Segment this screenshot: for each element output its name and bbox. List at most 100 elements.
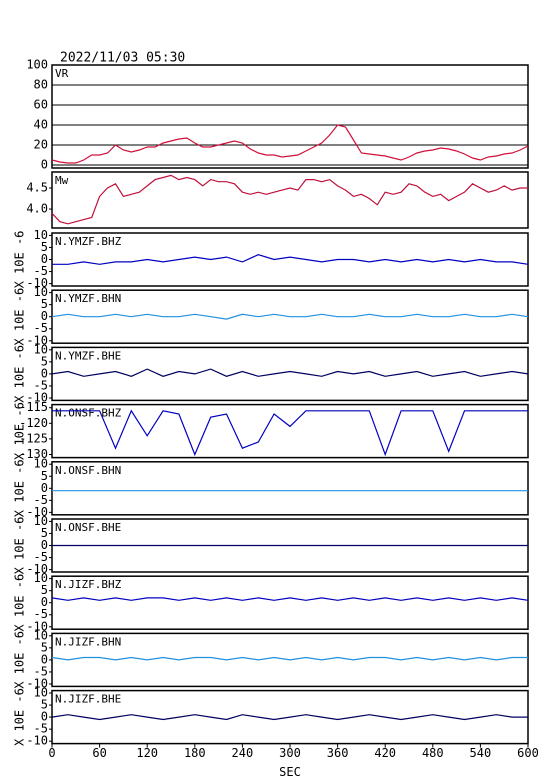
x-axis-label: SEC xyxy=(279,765,301,779)
x-tick-label: 300 xyxy=(279,746,301,760)
y-tick-label: 0 xyxy=(41,158,48,172)
y-tick-label: 10 xyxy=(34,628,48,642)
series-line xyxy=(52,409,528,457)
panel-frame xyxy=(51,64,529,169)
y-tick-label: 0 xyxy=(41,309,48,323)
y-tick-label: 100 xyxy=(26,58,48,72)
y-tick-label: -120 xyxy=(19,416,48,430)
y-tick-label: 0 xyxy=(41,595,48,609)
y-tick-label: -10 xyxy=(26,734,48,748)
y-tick-label: -5 xyxy=(34,722,48,736)
panel-label: N.JIZF.BHZ xyxy=(55,578,122,591)
chart-title: 2022/11/03 05:30 xyxy=(60,51,185,66)
y-tick-label: -10 xyxy=(26,562,48,576)
panel-label: N.JIZF.BHE xyxy=(55,693,121,706)
y-tick-label: -5 xyxy=(34,607,48,621)
y-tick-label: -5 xyxy=(34,664,48,678)
y-tick-label: 10 xyxy=(34,457,48,471)
panel-frame xyxy=(51,171,529,229)
series-line xyxy=(51,597,529,601)
y-tick-label: 10 xyxy=(34,342,48,356)
panel-frame xyxy=(51,461,529,516)
y-tick-label: 0 xyxy=(41,652,48,666)
panel-frame xyxy=(51,232,529,287)
y-axis-label: X 10E -6 xyxy=(13,459,27,517)
series-line xyxy=(51,656,528,661)
y-tick-label: 5 xyxy=(41,640,48,654)
series-line xyxy=(51,313,529,320)
y-axis-label: X 10E -6 xyxy=(13,288,27,346)
y-tick-label: 5 xyxy=(41,469,48,483)
x-tick-label: 360 xyxy=(327,746,349,760)
series-line xyxy=(51,124,529,164)
y-tick-label: -5 xyxy=(34,550,48,564)
panel-label: N.YMZF.BHZ xyxy=(55,235,122,248)
y-axis-label: X 10E -6 xyxy=(13,574,27,632)
y-tick-label: 4.0 xyxy=(26,202,48,216)
x-tick-label: 540 xyxy=(470,746,492,760)
y-tick-label: 80 xyxy=(34,78,48,92)
y-tick-label: -115 xyxy=(19,400,48,414)
y-axis-label: X 10E -6 xyxy=(13,688,27,746)
y-tick-label: -5 xyxy=(34,321,48,335)
y-tick-label: -5 xyxy=(34,378,48,392)
y-tick-label: 5 xyxy=(41,297,48,311)
x-tick-label: 60 xyxy=(92,746,106,760)
y-tick-label: -125 xyxy=(19,431,48,445)
panel-frame xyxy=(51,575,529,630)
panel-label: N.YMZF.BHE xyxy=(55,349,121,362)
x-tick-label: 600 xyxy=(517,746,539,760)
y-tick-label: -10 xyxy=(26,276,48,290)
y-axis-label: X 10E -6 xyxy=(13,631,27,689)
y-tick-label: -10 xyxy=(26,619,48,633)
panel-label: N.ONSF.BHN xyxy=(55,464,121,477)
panel-label: Mw xyxy=(55,174,69,187)
y-tick-label: -10 xyxy=(26,505,48,519)
y-tick-label: 20 xyxy=(34,138,48,152)
series-line xyxy=(51,368,529,377)
y-tick-label: -130 xyxy=(19,447,48,461)
y-tick-label: -10 xyxy=(26,390,48,404)
y-tick-label: 10 xyxy=(34,571,48,585)
y-tick-label: -10 xyxy=(26,333,48,347)
x-tick-label: 480 xyxy=(422,746,444,760)
x-tick-label: 0 xyxy=(48,746,55,760)
y-tick-label: 10 xyxy=(34,686,48,700)
x-tick-label: 180 xyxy=(184,746,206,760)
series-line xyxy=(52,254,529,265)
y-tick-label: 0 xyxy=(41,538,48,552)
y-tick-label: 5 xyxy=(41,583,48,597)
panel-label: N.YMZF.BHN xyxy=(55,292,121,305)
y-tick-label: 5 xyxy=(41,354,48,368)
y-tick-label: -5 xyxy=(34,264,48,278)
y-tick-label: 60 xyxy=(34,98,48,112)
y-tick-label: 5 xyxy=(41,240,48,254)
y-axis-label: X 10E -6 xyxy=(13,231,27,289)
y-axis-label: X 10E -6 xyxy=(13,402,27,460)
y-tick-label: 40 xyxy=(34,118,48,132)
y-tick-label: -10 xyxy=(26,676,48,690)
y-tick-label: 10 xyxy=(34,228,48,242)
y-tick-label: 10 xyxy=(34,514,48,528)
panel-label: N.ONSF.BHE xyxy=(55,521,121,534)
series-line xyxy=(51,174,528,225)
y-axis-label: X 10E -6 xyxy=(13,517,27,575)
y-tick-label: -5 xyxy=(34,493,48,507)
y-axis-label: X 10E -6 xyxy=(13,345,27,403)
y-tick-label: 0 xyxy=(41,481,48,495)
y-tick-label: 0 xyxy=(41,366,48,380)
panel-label: VR xyxy=(55,67,69,80)
y-tick-label: 10 xyxy=(34,285,48,299)
y-tick-label: 5 xyxy=(41,526,48,540)
panel-label: N.JIZF.BHN xyxy=(55,635,121,648)
y-tick-label: 0 xyxy=(41,252,48,266)
panel-label: N.ONSF.BHZ xyxy=(55,407,122,420)
y-tick-label: 4.5 xyxy=(26,181,48,195)
y-tick-label: 5 xyxy=(41,698,48,712)
x-tick-label: 120 xyxy=(136,746,158,760)
x-tick-label: 420 xyxy=(374,746,396,760)
y-tick-label: 0 xyxy=(41,710,48,724)
panel-frame xyxy=(51,403,529,459)
